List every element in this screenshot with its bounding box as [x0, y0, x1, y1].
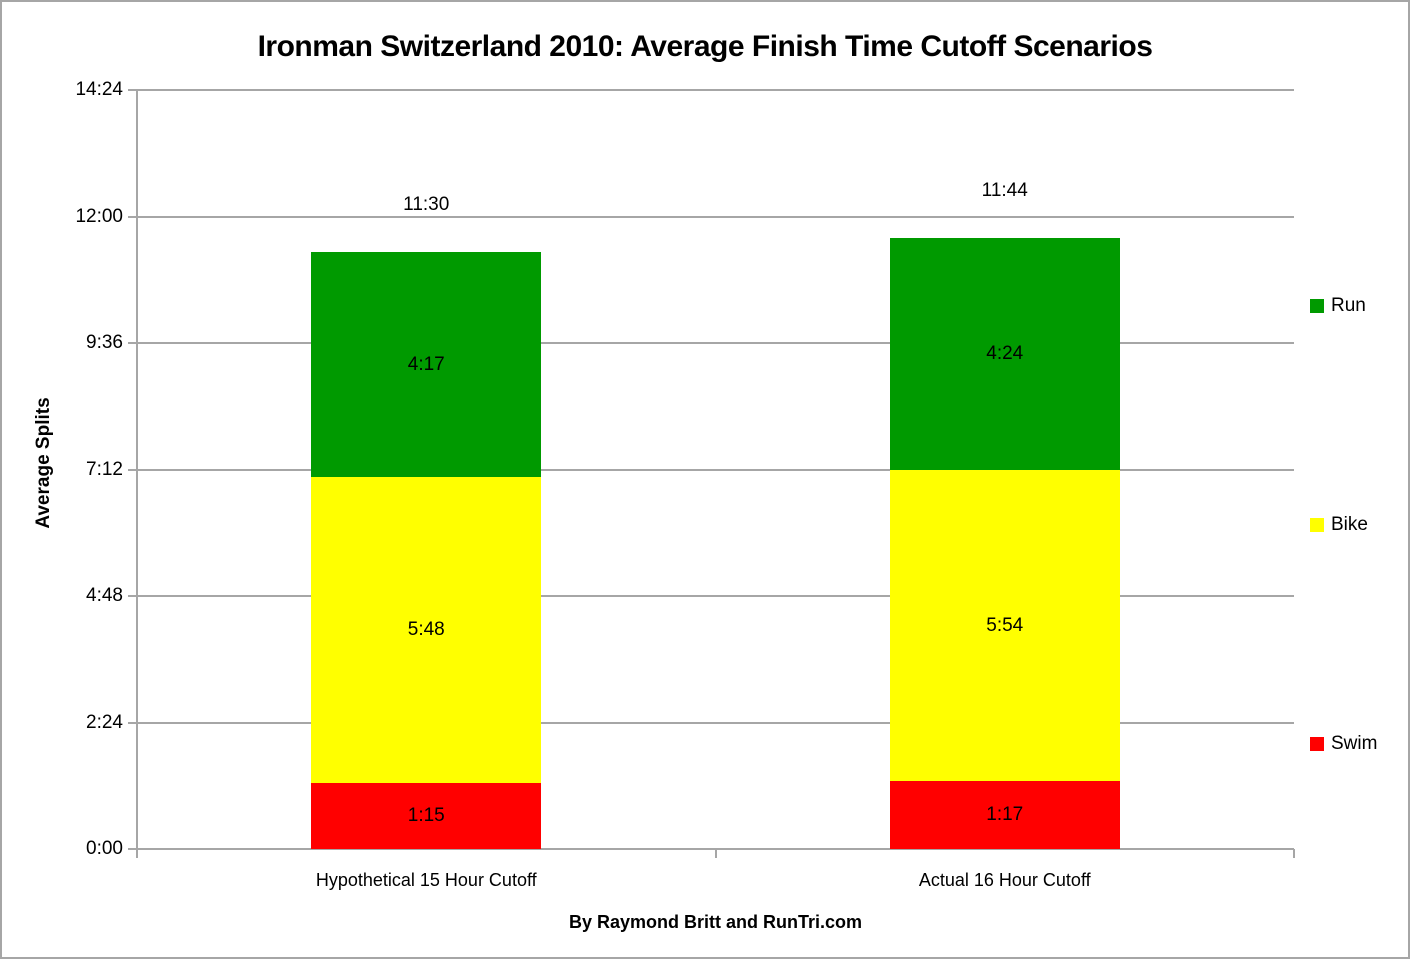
y-gridline [137, 595, 1294, 597]
segment-value-label: 4:17 [407, 353, 445, 375]
y-gridline [137, 89, 1294, 91]
legend-item-bike: Bike [1310, 514, 1368, 536]
legend-label: Run [1331, 295, 1366, 316]
bar-total-label: 11:44 [981, 180, 1028, 202]
y-axis-tick [128, 215, 137, 218]
y-tick-label: 14:24 [75, 79, 123, 100]
legend-swatch-swim [1310, 737, 1324, 751]
y-axis-tick [128, 342, 137, 344]
bar-segment-swim: 1:15 [311, 783, 542, 849]
y-gridline [137, 342, 1294, 344]
y-tick-label: 12:00 [75, 205, 123, 227]
x-axis-tick [136, 849, 138, 858]
segment-value-label: 5:54 [986, 614, 1024, 636]
category-label: Actual 16 Hour Cutoff [918, 870, 1091, 890]
category-label: Hypothetical 15 Hour Cutoff [315, 870, 537, 890]
legend-label: Bike [1331, 514, 1368, 535]
legend-swatch-run [1310, 299, 1324, 313]
legend-item-run: Run [1310, 295, 1366, 317]
y-axis-tick [128, 848, 137, 850]
bar-segment-run: 4:17 [311, 251, 542, 478]
y-tick-label: 4:48 [86, 585, 123, 606]
bar-segment-bike: 5:48 [311, 477, 542, 784]
y-gridline [137, 721, 1294, 724]
y-tick-label: 2:24 [86, 711, 123, 733]
y-tick-label: 0:00 [86, 838, 123, 859]
y-axis-tick [128, 89, 137, 91]
footer-credit: By Raymond Britt and RunTri.com [568, 912, 863, 932]
x-axis-tick [714, 849, 717, 858]
y-axis-line [136, 90, 138, 857]
segment-value-label: 1:17 [986, 804, 1024, 826]
legend-label: Swim [1331, 733, 1378, 754]
bar-segment-bike: 5:54 [889, 470, 1120, 782]
bar-1: 1:15 5:48 4:17 11:30 [311, 90, 542, 849]
y-tick-label: 9:36 [86, 332, 123, 353]
y-axis-tick [128, 721, 137, 724]
plot-area: 1:15 5:48 4:17 11:30 1:17 5:54 4:24 11:44 [137, 89, 1294, 850]
y-tick-label: 7:12 [86, 458, 123, 480]
bar-segment-swim: 1:17 [889, 781, 1120, 849]
x-axis-tick [1293, 849, 1295, 858]
legend-item-swim: Swim [1310, 733, 1377, 755]
bar-total-label: 11:30 [403, 193, 450, 215]
chart-title: Ironman Switzerland 2010: Average Finish… [257, 30, 1153, 63]
segment-value-label: 5:48 [407, 619, 445, 641]
bar-segment-run: 4:24 [889, 238, 1120, 471]
legend: Run Bike Swim [1310, 2, 1408, 957]
bar-2: 1:17 5:54 4:24 11:44 [889, 90, 1120, 849]
y-axis-tick [128, 595, 137, 597]
y-gridline [137, 468, 1294, 471]
legend-swatch-bike [1310, 518, 1324, 532]
segment-value-label: 1:15 [407, 805, 445, 827]
y-gridline [137, 215, 1294, 218]
segment-value-label: 4:24 [986, 343, 1024, 365]
y-axis-tick [128, 468, 137, 471]
